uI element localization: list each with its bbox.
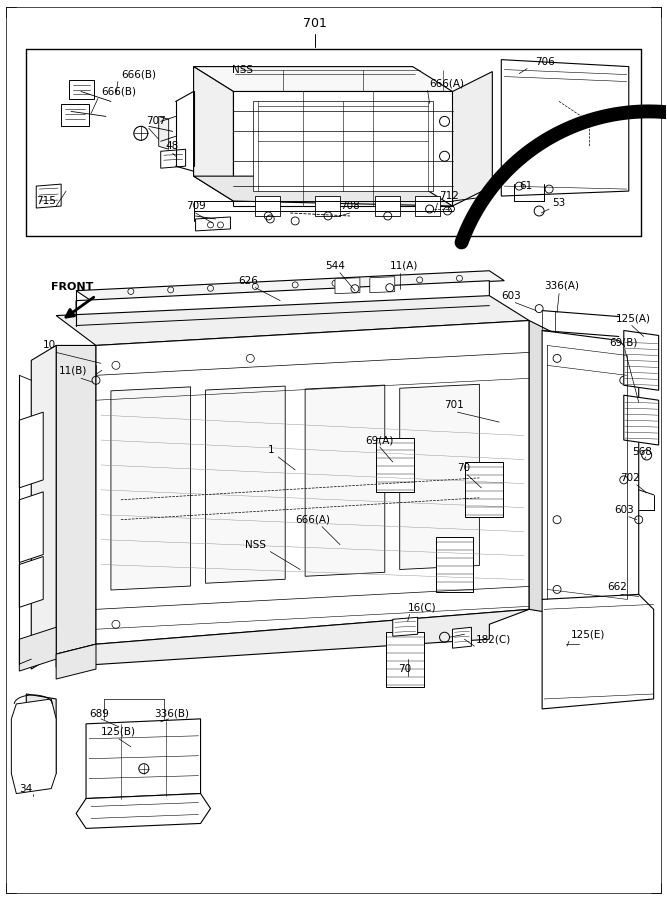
Text: 61: 61 (519, 181, 532, 191)
Polygon shape (255, 196, 280, 216)
Polygon shape (86, 719, 201, 798)
Polygon shape (370, 276, 395, 292)
Text: 70: 70 (458, 463, 471, 473)
Polygon shape (161, 149, 185, 168)
Text: FRONT: FRONT (51, 282, 93, 292)
Text: 568: 568 (632, 447, 652, 457)
Polygon shape (36, 184, 61, 208)
Polygon shape (19, 491, 43, 562)
Polygon shape (193, 67, 233, 201)
Text: 125(B): 125(B) (101, 727, 136, 737)
Text: 48: 48 (165, 141, 179, 151)
Polygon shape (315, 196, 340, 216)
Text: 544: 544 (325, 261, 345, 271)
Polygon shape (111, 387, 191, 590)
Text: 70: 70 (398, 664, 411, 674)
Polygon shape (624, 330, 658, 391)
Text: 336(B): 336(B) (154, 709, 189, 719)
Polygon shape (305, 385, 385, 576)
Polygon shape (19, 556, 43, 608)
Text: 666(B): 666(B) (101, 86, 136, 96)
Text: 712: 712 (440, 191, 460, 201)
Polygon shape (96, 320, 529, 644)
Text: 11(A): 11(A) (390, 261, 418, 271)
Text: 706: 706 (535, 57, 555, 67)
Polygon shape (26, 694, 56, 774)
Text: 689: 689 (89, 709, 109, 719)
Polygon shape (466, 463, 504, 518)
Polygon shape (502, 59, 629, 196)
Text: 10: 10 (43, 340, 56, 350)
Polygon shape (205, 386, 285, 583)
Polygon shape (76, 794, 211, 828)
Polygon shape (393, 617, 418, 636)
Text: 626: 626 (238, 275, 258, 285)
Polygon shape (159, 116, 169, 149)
Polygon shape (375, 196, 400, 216)
Polygon shape (19, 627, 56, 671)
Polygon shape (56, 346, 96, 654)
Text: NSS: NSS (232, 65, 253, 75)
Polygon shape (193, 176, 452, 206)
Polygon shape (452, 72, 492, 206)
Polygon shape (542, 594, 654, 709)
Polygon shape (386, 632, 424, 687)
Text: 53: 53 (552, 198, 566, 208)
Text: 1: 1 (268, 445, 275, 455)
Text: 34: 34 (19, 784, 33, 794)
Polygon shape (11, 699, 56, 794)
Text: 707: 707 (146, 116, 165, 126)
Polygon shape (436, 537, 474, 592)
Text: 603: 603 (614, 505, 634, 515)
Text: NSS: NSS (245, 540, 266, 550)
Polygon shape (624, 395, 658, 445)
Polygon shape (56, 295, 529, 346)
Polygon shape (195, 217, 230, 231)
Text: 69(B): 69(B) (609, 338, 637, 347)
Polygon shape (69, 79, 94, 100)
Text: 11(B): 11(B) (59, 365, 87, 375)
Text: 125(E): 125(E) (571, 629, 606, 639)
Text: 709: 709 (185, 201, 205, 211)
Polygon shape (415, 196, 440, 216)
Text: 16(C): 16(C) (408, 602, 436, 612)
Text: 701: 701 (444, 400, 464, 410)
Text: 702: 702 (620, 472, 640, 483)
Text: 69(A): 69(A) (365, 435, 394, 445)
Text: 666(A): 666(A) (430, 78, 465, 88)
Text: 336(A): 336(A) (544, 281, 579, 291)
Text: 666(A): 666(A) (295, 515, 330, 525)
Polygon shape (452, 627, 472, 648)
Polygon shape (31, 346, 56, 669)
Polygon shape (253, 102, 433, 191)
Polygon shape (19, 412, 43, 488)
Polygon shape (233, 92, 452, 206)
Polygon shape (76, 271, 504, 301)
Text: 715: 715 (36, 196, 56, 206)
Polygon shape (542, 330, 639, 609)
Polygon shape (193, 67, 452, 92)
Polygon shape (335, 278, 360, 293)
Polygon shape (56, 609, 529, 667)
Polygon shape (529, 320, 559, 615)
Polygon shape (400, 384, 480, 570)
Polygon shape (56, 644, 96, 679)
Polygon shape (76, 281, 490, 326)
Polygon shape (376, 437, 414, 492)
Text: 182(C): 182(C) (476, 634, 511, 644)
Text: 708: 708 (340, 201, 360, 211)
Text: 662: 662 (607, 582, 627, 592)
Text: 701: 701 (303, 17, 327, 31)
Text: 125(A): 125(A) (616, 313, 651, 323)
Text: 666(B): 666(B) (121, 69, 156, 79)
Polygon shape (61, 104, 89, 126)
Text: 603: 603 (502, 291, 521, 301)
